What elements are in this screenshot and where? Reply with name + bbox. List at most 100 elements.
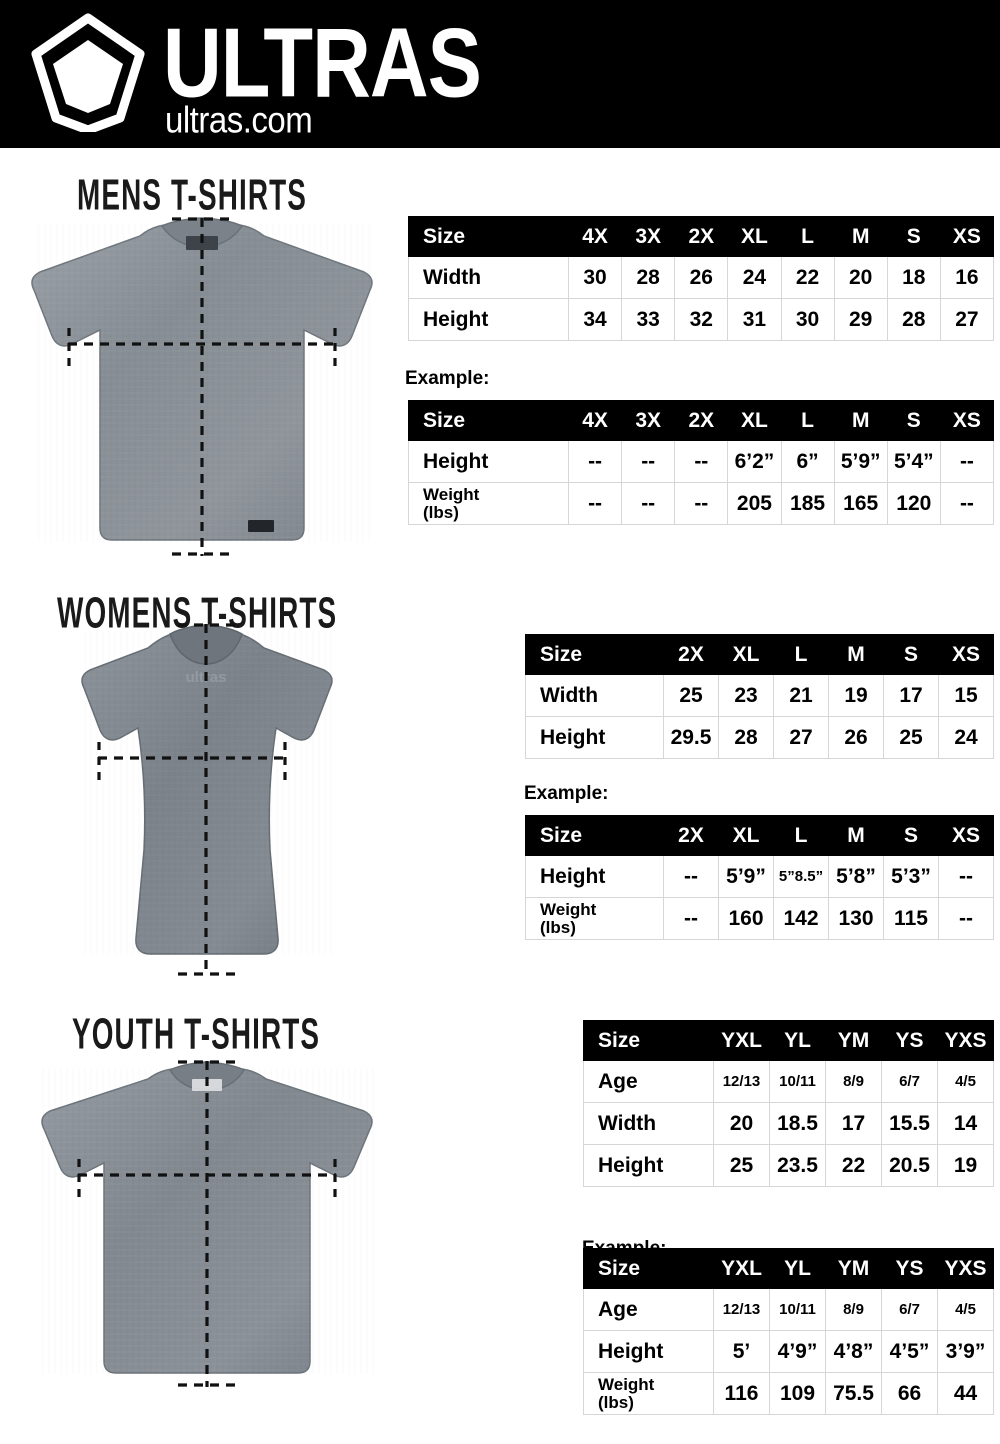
cell-value: --: [621, 440, 676, 483]
brand-title: ULTRAS: [163, 8, 482, 118]
cell-value: 4’8”: [825, 1330, 882, 1373]
cell-value: 6/7: [881, 1288, 938, 1331]
column-header-XS: XS: [939, 400, 995, 441]
cell-value: 26: [828, 716, 884, 759]
cell-value: 22: [780, 256, 835, 299]
cell-value: 30: [567, 256, 623, 299]
cell-value: 4/5: [937, 1060, 994, 1103]
column-header-XS: XS: [938, 634, 994, 675]
cell-value: 115: [883, 897, 939, 940]
cell-value: 30: [780, 298, 835, 341]
cell-value: 19: [828, 674, 884, 717]
cell-value: 24: [727, 256, 782, 299]
youth-example-table: Size YXL YL YM YS YXS Age 12/13 10/11 8/9 6/7 4/5 He…: [583, 1248, 994, 1415]
page-header: ULTRAS ultras.com: [0, 0, 1000, 148]
mens-example-label: Example:: [405, 368, 490, 389]
mens-tshirt-photo-icon: [12, 210, 392, 560]
cell-value: 28: [621, 256, 676, 299]
column-header-XL: XL: [727, 216, 782, 257]
cell-value: --: [663, 855, 719, 898]
table-row: Width 25 23 21 19 17 15: [525, 674, 994, 717]
table-row: Age 12/13 10/11 8/9 6/7 4/5: [583, 1060, 994, 1103]
cell-value: 5”8.5”: [773, 855, 829, 898]
table-row: Height 29.5 28 27 26 25 24: [525, 716, 994, 759]
cell-value: 29: [833, 298, 888, 341]
cell-value: 116: [713, 1372, 770, 1415]
column-header-size: Size: [583, 1020, 714, 1061]
cell-value: --: [567, 440, 623, 483]
table-row: Weight (lbs) -- 160 142 130 115 --: [525, 897, 994, 940]
column-header-YM: YM: [825, 1020, 882, 1061]
column-header-M: M: [833, 216, 888, 257]
cell-value: 24: [938, 716, 994, 759]
column-header-size: Size: [408, 400, 569, 441]
cell-value: 18.5: [769, 1102, 826, 1145]
cell-value: 15: [938, 674, 994, 717]
cell-value: 5’8”: [828, 855, 884, 898]
cell-value: 25: [663, 674, 719, 717]
table-row: Height -- -- -- 6’2” 6” 5’9” 5’4” --: [408, 440, 995, 483]
cell-value: 17: [825, 1102, 882, 1145]
column-header-XL: XL: [718, 634, 774, 675]
row-label: Weight (lbs): [583, 1372, 714, 1415]
cell-value: 5’: [713, 1330, 770, 1373]
column-header-S: S: [883, 815, 939, 856]
row-label: Height: [408, 440, 569, 483]
row-label: Weight (lbs): [525, 897, 664, 940]
cell-value: 165: [833, 482, 888, 525]
column-header-S: S: [886, 400, 941, 441]
column-header-M: M: [828, 634, 884, 675]
cell-value: 18: [886, 256, 941, 299]
column-header-4X: 4X: [567, 216, 623, 257]
cell-value: 23.5: [769, 1144, 826, 1187]
column-header-L: L: [773, 634, 829, 675]
cell-value: 120: [886, 482, 941, 525]
cell-value: 10/11: [769, 1060, 826, 1103]
cell-value: 14: [937, 1102, 994, 1145]
cell-value: 25: [883, 716, 939, 759]
column-header-XS: XS: [938, 815, 994, 856]
table-header-row: Size 2X XL L M S XS: [525, 634, 994, 675]
womens-size-table: Size 2X XL L M S XS Width 25 23 21 19 17 15 Height 29.5…: [525, 634, 994, 759]
column-header-4X: 4X: [567, 400, 623, 441]
cell-value: 5’9”: [718, 855, 774, 898]
cell-value: 29.5: [663, 716, 719, 759]
row-label: Width: [408, 256, 569, 299]
table-header-row: Size YXL YL YM YS YXS: [583, 1248, 994, 1289]
row-label: Age: [583, 1060, 714, 1103]
cell-value: 28: [886, 298, 941, 341]
column-header-XL: XL: [727, 400, 782, 441]
column-header-L: L: [780, 400, 835, 441]
column-header-YXS: YXS: [937, 1020, 994, 1061]
youth-size-table: Size YXL YL YM YS YXS Age 12/13 10/11 8/9 6/7 4/5 Wi…: [583, 1020, 994, 1187]
cell-value: 5’3”: [883, 855, 939, 898]
column-header-2X: 2X: [663, 634, 719, 675]
womens-example-label: Example:: [524, 783, 609, 804]
column-header-YL: YL: [769, 1248, 826, 1289]
cell-value: 3’9”: [937, 1330, 994, 1373]
column-header-2X: 2X: [674, 216, 729, 257]
cell-value: 17: [883, 674, 939, 717]
cell-value: 6”: [780, 440, 835, 483]
column-header-YXL: YXL: [713, 1020, 770, 1061]
cell-value: 5’4”: [886, 440, 941, 483]
cell-value: 10/11: [769, 1288, 826, 1331]
row-label: Height: [408, 298, 569, 341]
pentagon-shield-logo-icon: [28, 12, 148, 135]
row-label: Height: [583, 1144, 714, 1187]
mens-example-table: Size 4X 3X 2X XL L M S XS Height -- -- -- 6’2” 6” 5’9” 5…: [408, 400, 995, 525]
cell-value: 25: [713, 1144, 770, 1187]
section-title-mens: MENS T-SHIRTS: [77, 172, 307, 220]
cell-value: --: [938, 897, 994, 940]
table-row: Weight (lbs) 116 109 75.5 66 44: [583, 1372, 994, 1415]
cell-value: 27: [939, 298, 995, 341]
cell-value: 26: [674, 256, 729, 299]
cell-value: 8/9: [825, 1060, 882, 1103]
cell-value: --: [674, 482, 729, 525]
column-header-2X: 2X: [663, 815, 719, 856]
column-header-3X: 3X: [621, 216, 676, 257]
cell-value: 205: [727, 482, 782, 525]
brand-website: ultras.com: [165, 98, 313, 141]
table-row: Height 25 23.5 22 20.5 19: [583, 1144, 994, 1187]
row-label: Width: [583, 1102, 714, 1145]
